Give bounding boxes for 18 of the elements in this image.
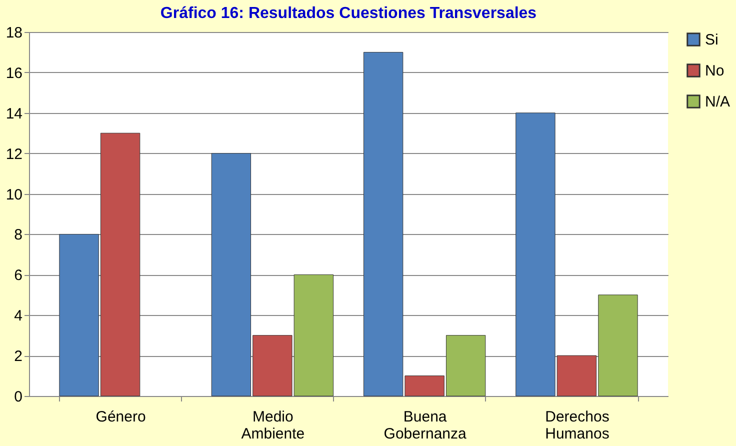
x-tick-label: Género bbox=[96, 408, 146, 426]
x-tick-label: Derechos Humanos bbox=[545, 408, 610, 442]
x-tick-label: Medio Ambiente bbox=[241, 408, 305, 442]
y-tick-label: 16 bbox=[6, 64, 22, 82]
legend-label: N/A bbox=[705, 94, 730, 110]
legend-label: Si bbox=[705, 32, 718, 48]
legend-label: No bbox=[705, 62, 724, 80]
y-tick-label: 0 bbox=[14, 388, 22, 406]
y-tick-label: 2 bbox=[14, 348, 22, 366]
chart-title: Gráfico 16: Resultados Cuestiones Transversales bbox=[160, 5, 537, 22]
y-tick-label: 4 bbox=[14, 308, 22, 325]
y-tick-label: 12 bbox=[6, 146, 22, 163]
x-tick-label: Buena Gobernanza bbox=[384, 408, 468, 442]
y-tick-label: 14 bbox=[6, 105, 22, 122]
y-tick-label: 10 bbox=[6, 186, 22, 204]
y-tick-label: 8 bbox=[14, 226, 22, 244]
y-tick-label: 18 bbox=[6, 24, 22, 42]
y-tick-label: 6 bbox=[14, 267, 22, 284]
